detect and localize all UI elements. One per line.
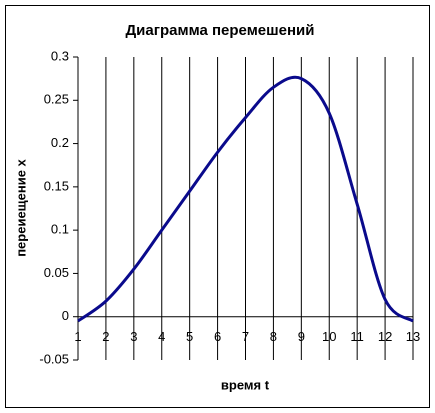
x-axis-label: время t [221, 377, 270, 392]
y-tick-label: 0.05 [44, 265, 69, 280]
x-tick-label: 9 [298, 329, 305, 344]
x-tick-label: 8 [270, 329, 277, 344]
x-tick-label: 2 [102, 329, 109, 344]
x-tick-label: 6 [214, 329, 221, 344]
y-tick-label: 0.3 [51, 48, 69, 63]
y-axis-label: переиещение х [13, 158, 28, 256]
chart-title: Диаграмма перемешений [125, 22, 314, 39]
x-tick-label: 12 [378, 329, 392, 344]
x-tick-label: 11 [350, 329, 364, 344]
x-tick-label: 5 [186, 329, 193, 344]
x-tick-label: 3 [130, 329, 137, 344]
y-tick-label: 0 [62, 308, 69, 323]
y-tick-label: -0.05 [39, 351, 69, 366]
y-tick-label: 0.25 [44, 92, 69, 107]
x-tick-label: 4 [158, 329, 165, 344]
x-tick-label: 7 [242, 329, 249, 344]
x-tick-label: 13 [406, 329, 420, 344]
y-tick-label: 0.2 [51, 135, 69, 150]
y-tick-label: 0.15 [44, 178, 69, 193]
data-line [77, 75, 414, 323]
y-tick-label: 0.1 [51, 222, 69, 237]
x-tick-label: 10 [322, 329, 336, 344]
